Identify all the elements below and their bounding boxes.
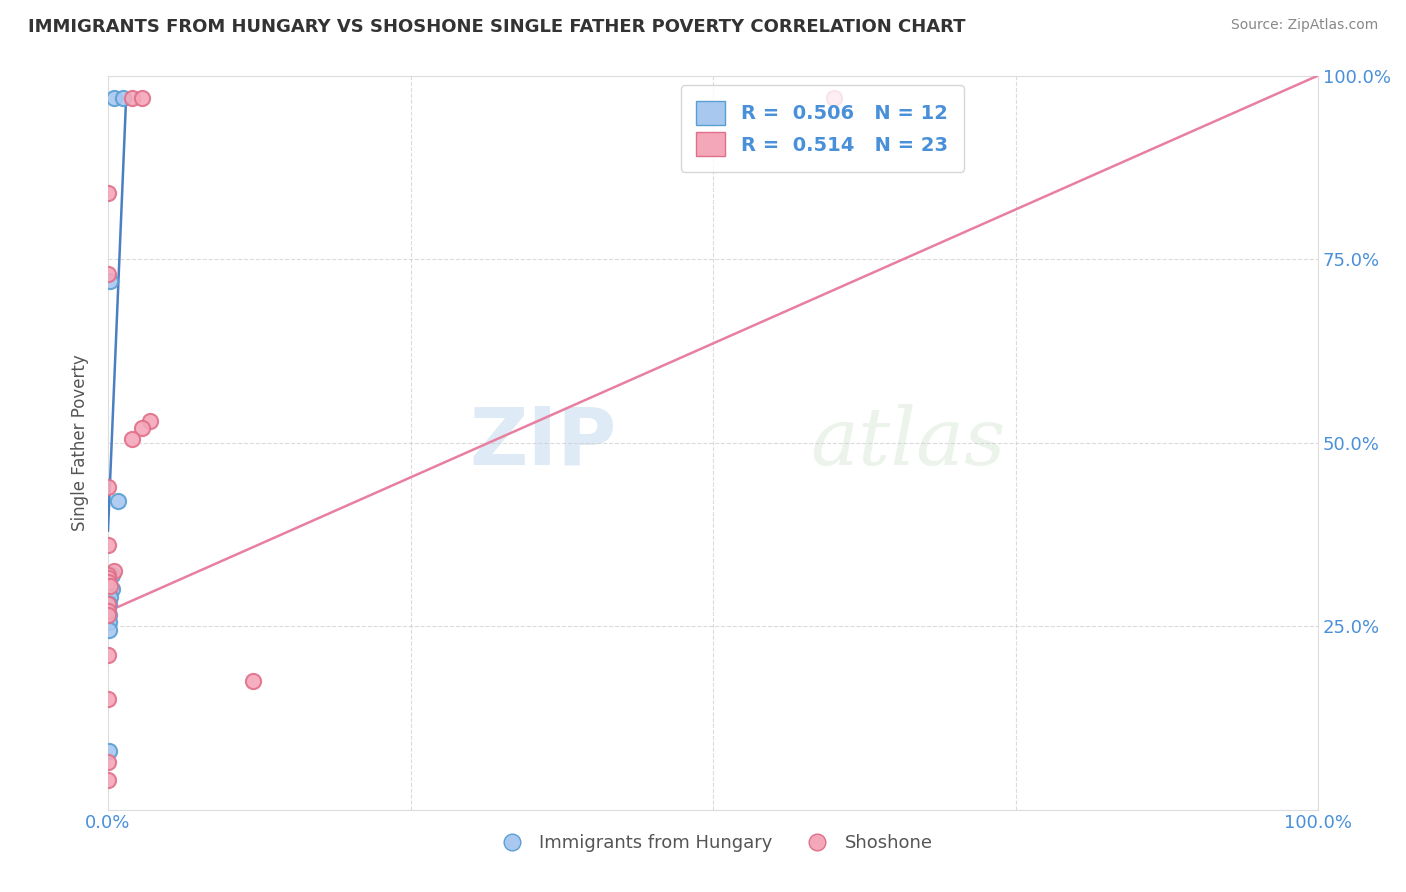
Point	[97, 773, 120, 788]
Point	[121, 432, 143, 446]
Point	[98, 615, 121, 630]
Text: Source: ZipAtlas.com: Source: ZipAtlas.com	[1230, 18, 1378, 32]
Text: IMMIGRANTS FROM HUNGARY VS SHOSHONE SINGLE FATHER POVERTY CORRELATION CHART: IMMIGRANTS FROM HUNGARY VS SHOSHONE SING…	[28, 18, 966, 36]
Text: atlas: atlas	[810, 404, 1005, 482]
Point	[242, 674, 264, 689]
Point	[98, 623, 121, 637]
Point	[97, 538, 120, 552]
Point	[97, 479, 120, 493]
Point	[111, 90, 134, 104]
Point	[107, 494, 129, 508]
Point	[98, 744, 121, 758]
Point	[131, 421, 153, 435]
Point	[100, 567, 122, 582]
Point	[97, 574, 120, 589]
Point	[100, 274, 122, 288]
Point	[97, 604, 120, 618]
Point	[97, 648, 120, 663]
Point	[98, 607, 121, 622]
Point	[100, 579, 122, 593]
Point	[97, 597, 120, 611]
Point	[103, 564, 125, 578]
Point	[131, 90, 153, 104]
Point	[97, 186, 120, 200]
Point	[97, 571, 120, 585]
Point	[100, 590, 122, 604]
Point	[97, 692, 120, 706]
Point	[97, 567, 120, 582]
Point	[139, 413, 162, 427]
Text: ZIP: ZIP	[470, 403, 616, 482]
Legend: R =  0.506   N = 12, R =  0.514   N = 23: R = 0.506 N = 12, R = 0.514 N = 23	[681, 86, 963, 171]
Point	[823, 90, 845, 104]
Point	[121, 90, 143, 104]
Point	[97, 755, 120, 769]
Y-axis label: Single Father Poverty: Single Father Poverty	[72, 354, 89, 531]
Point	[98, 597, 121, 611]
Point	[100, 582, 122, 597]
Point	[97, 607, 120, 622]
Point	[103, 90, 125, 104]
Point	[97, 267, 120, 281]
